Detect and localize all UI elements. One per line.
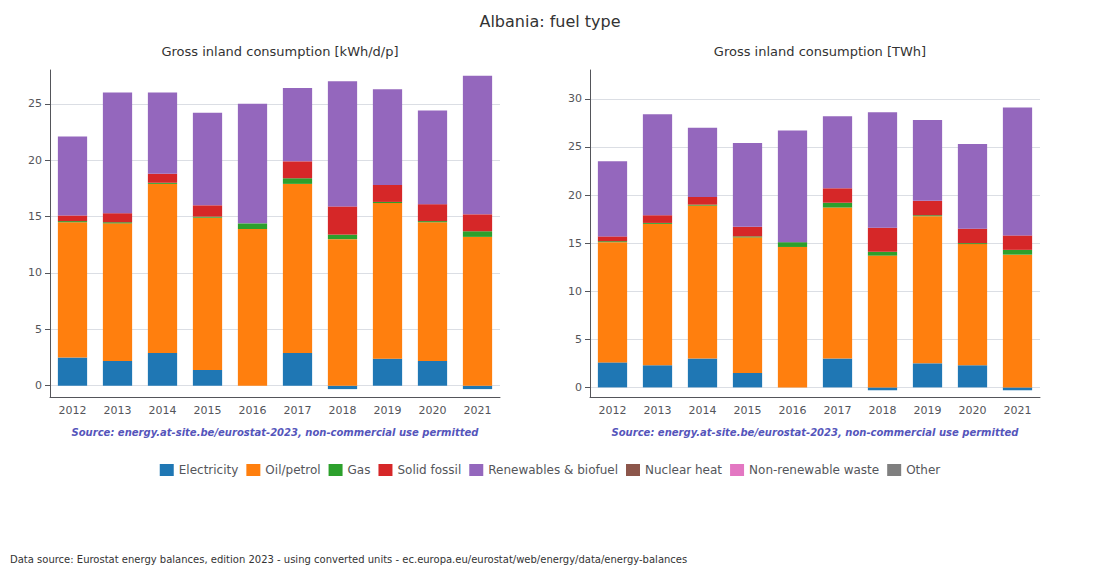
svg-text:2014: 2014 [149,404,177,417]
svg-text:2017: 2017 [824,404,852,417]
svg-text:2018: 2018 [329,404,357,417]
svg-text:0: 0 [35,379,42,392]
svg-text:Non-renewable waste: Non-renewable waste [749,463,879,477]
svg-text:Source: energy.at-site.be/euro: Source: energy.at-site.be/eurostat-2023,… [612,427,1020,438]
svg-text:2020: 2020 [959,404,987,417]
svg-text:2014: 2014 [689,404,717,417]
svg-text:5: 5 [575,333,582,346]
svg-text:25: 25 [568,140,582,153]
svg-text:2019: 2019 [914,404,942,417]
svg-text:2012: 2012 [59,404,87,417]
svg-text:15: 15 [568,237,582,250]
svg-text:2013: 2013 [644,404,672,417]
svg-text:10: 10 [28,266,42,279]
svg-text:Solid fossil: Solid fossil [397,463,461,477]
svg-text:2017: 2017 [284,404,312,417]
svg-text:Gas: Gas [348,463,371,477]
svg-text:Gross inland consumption [TWh]: Gross inland consumption [TWh] [714,44,926,59]
svg-text:2016: 2016 [779,404,807,417]
svg-text:2015: 2015 [734,404,762,417]
svg-text:Other: Other [906,463,940,477]
svg-text:2021: 2021 [1004,404,1032,417]
svg-text:15: 15 [28,210,42,223]
svg-text:5: 5 [35,323,42,336]
svg-text:Source: energy.at-site.be/euro: Source: energy.at-site.be/eurostat-2023,… [72,427,480,438]
svg-text:Nuclear heat: Nuclear heat [645,463,722,477]
svg-text:20: 20 [28,154,42,167]
svg-text:2021: 2021 [464,404,492,417]
svg-text:2019: 2019 [374,404,402,417]
svg-text:2020: 2020 [419,404,447,417]
svg-text:2013: 2013 [104,404,132,417]
svg-text:10: 10 [568,285,582,298]
svg-text:Gross inland consumption [kWh/: Gross inland consumption [kWh/d/p] [161,44,398,59]
svg-text:Albania: fuel type: Albania: fuel type [479,12,620,31]
svg-text:Oil/petrol: Oil/petrol [265,463,320,477]
svg-text:20: 20 [568,189,582,202]
svg-text:Electricity: Electricity [179,463,239,477]
svg-text:2018: 2018 [869,404,897,417]
svg-text:2016: 2016 [239,404,267,417]
svg-text:0: 0 [575,381,582,394]
svg-text:2015: 2015 [194,404,222,417]
svg-text:2012: 2012 [599,404,627,417]
svg-text:Renewables & biofuel: Renewables & biofuel [488,463,618,477]
svg-text:Data source: Eurostat energy b: Data source: Eurostat energy balances, e… [10,554,687,565]
svg-text:30: 30 [568,92,582,105]
svg-text:25: 25 [28,97,42,110]
